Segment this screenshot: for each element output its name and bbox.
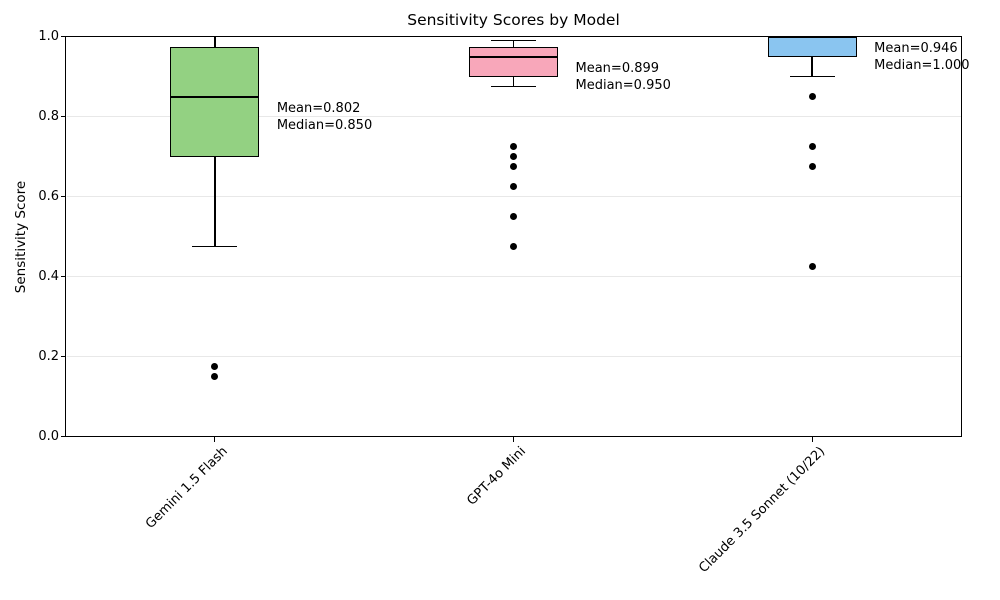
outlier-dot — [510, 163, 517, 170]
gridline — [66, 356, 961, 357]
whisker-cap — [192, 35, 238, 38]
annotation-line: Mean=0.899 — [575, 60, 660, 76]
y-tick-label: 1.0 — [38, 28, 59, 44]
outlier-dot — [808, 263, 816, 270]
x-tick — [512, 436, 515, 442]
chart-title: Sensitivity Scores by Model — [407, 11, 620, 29]
gridline — [66, 116, 961, 117]
median-line — [767, 35, 857, 38]
whisker-cap — [789, 75, 835, 78]
annotation-line: Median=0.850 — [276, 117, 373, 133]
outlier-dot — [808, 163, 816, 170]
y-tick-label: 0.6 — [38, 188, 59, 204]
box — [469, 46, 558, 77]
annotation: Mean=0.899 Median=0.950 — [576, 60, 671, 94]
whisker-stem — [214, 156, 216, 247]
outlier-dot — [211, 373, 219, 380]
annotation: Mean=0.802 Median=0.850 — [277, 100, 372, 134]
box — [767, 36, 857, 57]
gridline — [66, 196, 961, 197]
outlier-dot — [510, 183, 517, 190]
box — [170, 46, 260, 157]
gridline — [66, 276, 961, 277]
annotation-line: Mean=0.802 — [276, 100, 361, 116]
outlier-dot — [510, 143, 517, 150]
whisker-stem — [512, 40, 515, 47]
x-tick-label: GPT-4o Mini — [464, 444, 530, 509]
x-tick — [214, 436, 216, 442]
outlier-dot — [510, 153, 517, 160]
outlier-dot — [808, 93, 816, 100]
annotation-line: Mean=0.946 — [874, 40, 958, 56]
y-tick-label: 0.2 — [38, 348, 59, 364]
annotation-line: Median=0.950 — [575, 77, 671, 93]
y-tick — [60, 195, 66, 198]
y-tick-label: 0.4 — [38, 268, 59, 284]
x-tick-label: Gemini 1.5 Flash — [142, 444, 231, 532]
y-tick-label: 0.8 — [38, 108, 59, 124]
y-tick — [60, 275, 66, 278]
x-tick — [811, 436, 813, 442]
annotation-line: Median=1.000 — [874, 57, 970, 73]
x-tick-label: Claude 3.5 Sonnet (10/22) — [695, 444, 828, 576]
y-tick — [60, 115, 66, 118]
y-tick — [60, 435, 66, 438]
median-line — [469, 55, 558, 58]
y-tick — [60, 35, 66, 38]
y-tick-label: 0.0 — [38, 428, 59, 444]
outlier-dot — [510, 243, 517, 250]
whisker-cap — [491, 39, 536, 42]
y-tick — [60, 355, 66, 358]
outlier-dot — [808, 143, 816, 150]
whisker-cap — [491, 85, 536, 88]
whisker-stem — [512, 76, 515, 87]
whisker-cap — [192, 245, 238, 248]
outlier-dot — [510, 213, 517, 220]
annotation: Mean=0.946 Median=1.000 — [874, 40, 969, 74]
outlier-dot — [211, 363, 219, 370]
whisker-stem — [214, 36, 216, 47]
median-line — [170, 95, 260, 98]
whisker-stem — [811, 56, 813, 77]
